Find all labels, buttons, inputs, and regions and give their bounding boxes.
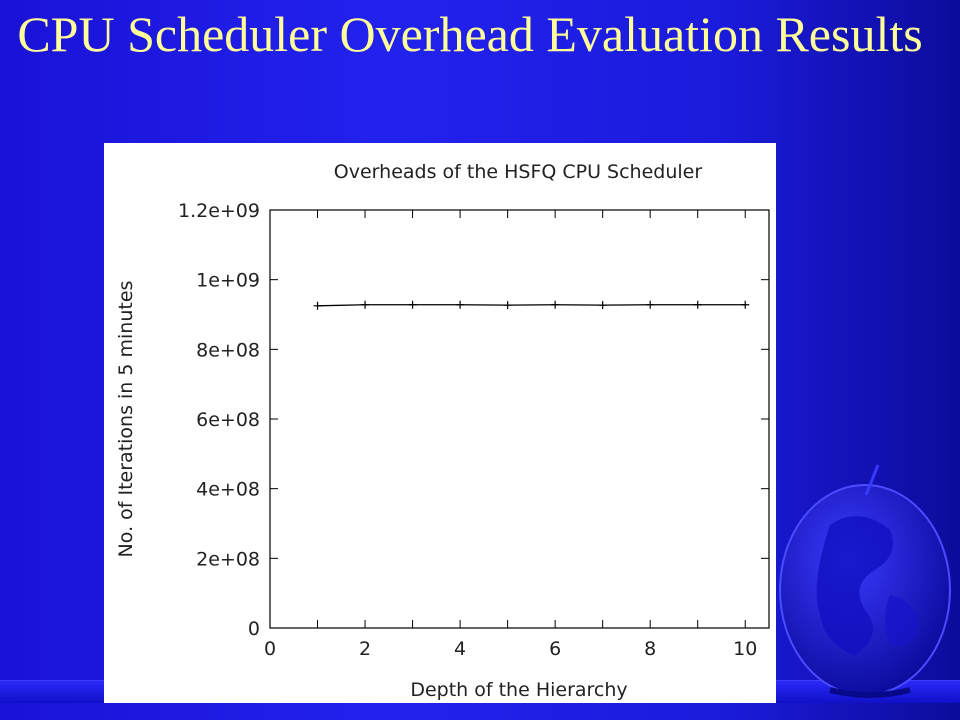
data-point [646, 300, 655, 309]
data-point [361, 300, 370, 309]
data-point [503, 301, 512, 310]
x-tick-label: 10 [733, 638, 757, 660]
data-point [408, 300, 417, 309]
x-tick-label: 4 [454, 638, 466, 660]
y-tick-label: 0 [248, 618, 260, 640]
data-point [551, 300, 560, 309]
slide-title: CPU Scheduler Overhead Evaluation Result… [17, 6, 923, 62]
line-chart: Overheads of the HSFQ CPU Scheduler 0 2e+… [115, 161, 770, 701]
x-axis-label: Depth of the Hierarchy [410, 679, 627, 701]
y-axis: 0 2e+08 4e+08 6e+08 8e+08 1e+09 1.2e+09 [178, 200, 769, 640]
y-tick-label: 2e+08 [196, 548, 260, 570]
data-point [313, 301, 322, 310]
x-tick-label: 0 [264, 638, 276, 660]
data-point [741, 300, 750, 309]
y-tick-label: 6e+08 [196, 409, 260, 431]
x-tick-label: 8 [644, 638, 656, 660]
y-tick-label: 4e+08 [196, 479, 260, 501]
x-axis: 0 2 4 6 8 10 [264, 210, 757, 660]
plot-frame [269, 209, 770, 629]
y-tick-label: 1.2e+09 [178, 200, 260, 222]
chart-panel: Overheads of the HSFQ CPU Scheduler 0 2e+… [104, 143, 776, 703]
x-tick-label: 2 [359, 638, 371, 660]
y-tick-label: 8e+08 [196, 339, 260, 361]
y-axis-label: No. of Iterations in 5 minutes [115, 281, 137, 558]
series-layer [313, 300, 750, 310]
series-line [317, 304, 746, 307]
chart-title: Overheads of the HSFQ CPU Scheduler [334, 161, 703, 183]
x-tick-label: 6 [549, 638, 561, 660]
globe-icon [779, 464, 951, 698]
data-point [693, 300, 702, 309]
y-tick-label: 1e+09 [196, 270, 260, 292]
data-point [456, 300, 465, 309]
data-point [598, 301, 607, 310]
